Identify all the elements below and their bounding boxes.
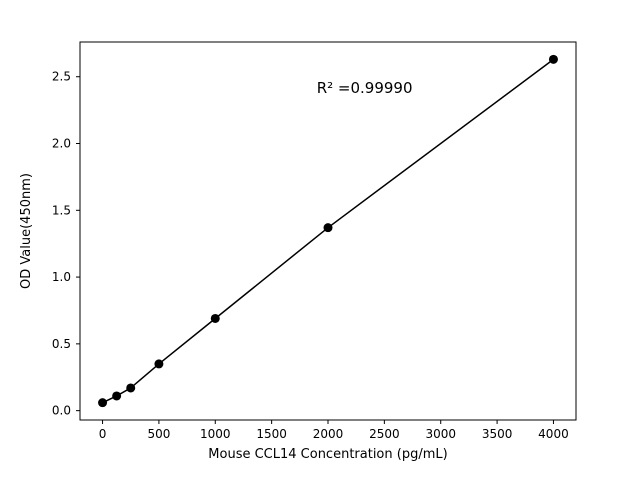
y-tick-label: 1.0 [52, 270, 71, 284]
x-tick-label: 3000 [425, 427, 456, 441]
data-point [323, 223, 333, 233]
x-tick-label: 1000 [200, 427, 231, 441]
y-tick-label: 1.5 [52, 203, 71, 217]
x-tick-label: 2500 [369, 427, 400, 441]
x-tick-label: 2000 [313, 427, 344, 441]
data-point [98, 398, 108, 408]
x-tick-label: 3500 [482, 427, 513, 441]
y-tick-label: 2.5 [52, 70, 71, 84]
data-point [154, 359, 164, 369]
y-tick-label: 0.0 [52, 404, 71, 418]
y-axis-label: OD Value(450nm) [19, 173, 34, 289]
data-point [126, 383, 136, 393]
x-axis-label: Mouse CCL14 Concentration (pg/mL) [208, 447, 447, 462]
data-point [210, 313, 220, 323]
r-squared-annotation: R² =0.99990 [317, 79, 413, 97]
x-tick-label: 0 [99, 427, 107, 441]
x-tick-label: 1500 [256, 427, 287, 441]
data-point [112, 391, 122, 401]
data-point [548, 54, 558, 64]
x-tick-label: 4000 [538, 427, 569, 441]
x-tick-label: 500 [147, 427, 170, 441]
y-tick-label: 2.0 [52, 137, 71, 151]
y-tick-label: 0.5 [52, 337, 71, 351]
